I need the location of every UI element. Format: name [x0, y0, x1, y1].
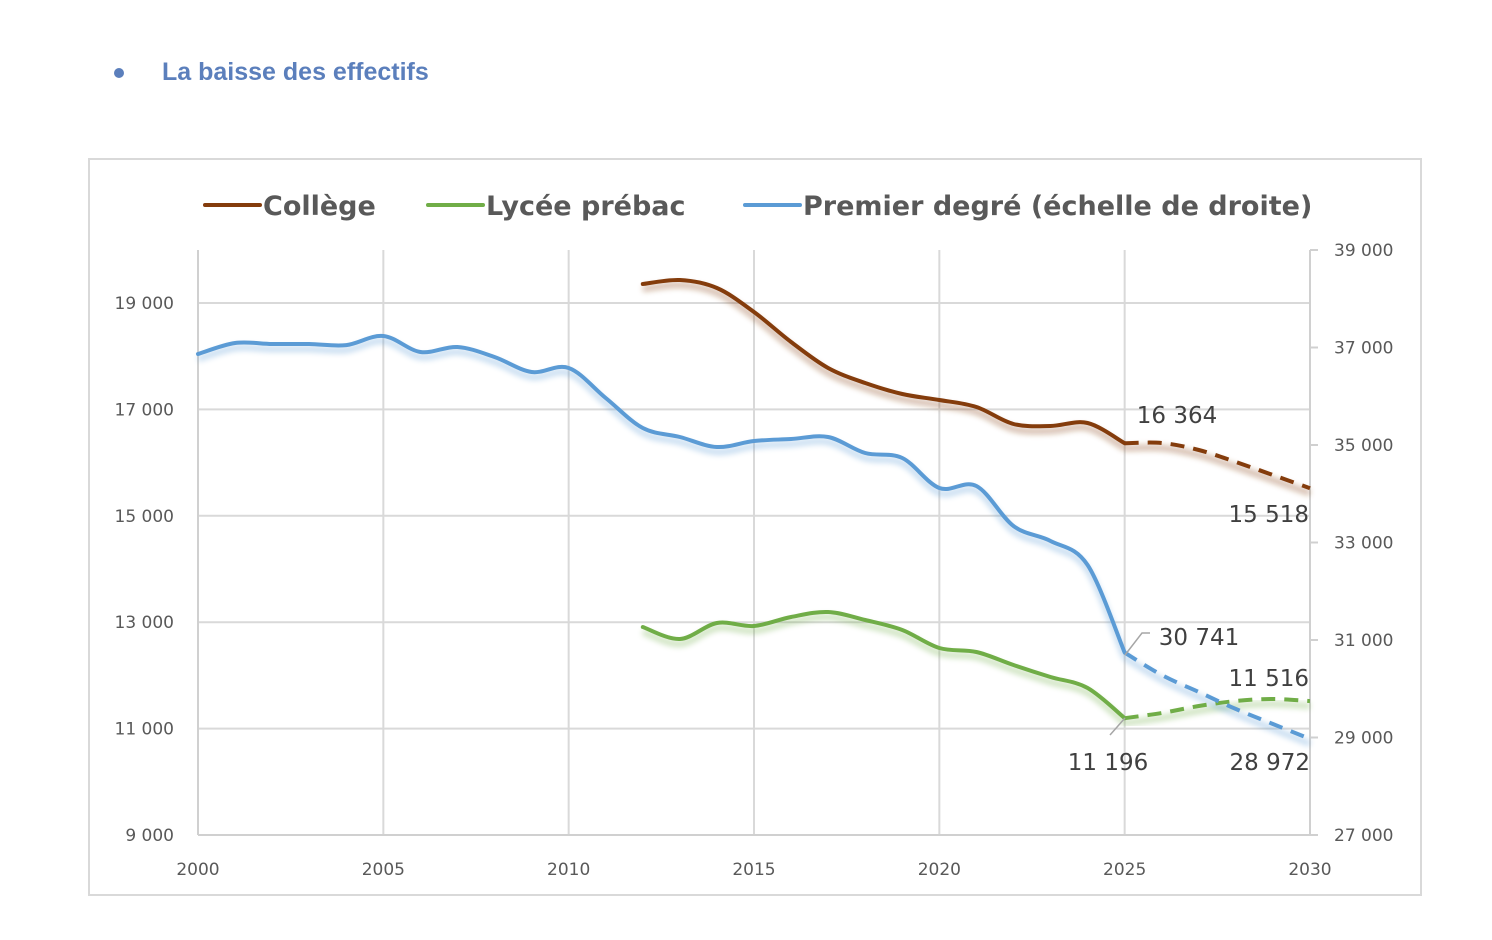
legend: Collège Lycée prébac Premier degré (échell…: [203, 191, 1312, 222]
x-tick-label: 2020: [918, 860, 961, 880]
series-2-line: [196, 333, 1127, 655]
data-label: 30 741: [1159, 625, 1239, 651]
right-y-tick-label: 27 000: [1334, 826, 1393, 846]
series-0-line: [640, 277, 1127, 446]
legend-label-1: Lycée prébac: [486, 191, 686, 222]
x-axis-ticks: 2000 2005 2010 2015 2020 2025 2030: [176, 860, 1331, 880]
leader-line: [1124, 632, 1150, 656]
data-label: 28 972: [1230, 750, 1310, 776]
right-y-tick-label: 29 000: [1334, 729, 1393, 749]
left-y-tick-label: 9 000: [125, 826, 174, 846]
chart-frame: [88, 158, 1422, 896]
x-tick-label: 2000: [176, 860, 219, 880]
right-y-axis-ticks: 27 000 29 000 31 000 33 000 35 000 37 000 39 0…: [1310, 241, 1393, 846]
x-tick-label: 2005: [362, 860, 405, 880]
leader-line: [1109, 717, 1126, 736]
left-y-tick-label: 13 000: [115, 613, 174, 633]
right-y-tick-label: 39 000: [1334, 241, 1393, 261]
x-tick-label: 2010: [547, 860, 590, 880]
legend-label-2: Premier degré (échelle de droite): [803, 191, 1312, 222]
left-y-tick-label: 19 000: [115, 294, 174, 314]
series-1-shadow: [641, 608, 1127, 721]
series-1-line: [640, 609, 1127, 721]
bullet-icon: [114, 67, 124, 78]
series-1-forecast-line: [1124, 696, 1311, 721]
series-2-forecast-line: [1123, 650, 1311, 741]
left-y-tick-label: 11 000: [115, 720, 174, 740]
left-y-tick-label: 17 000: [115, 400, 174, 420]
data-labels: 16 364 15 518 30 741 28 972 11 196 11 516: [1068, 403, 1310, 776]
data-label: 15 518: [1229, 502, 1309, 528]
data-label: 16 364: [1137, 403, 1217, 429]
right-y-tick-label: 33 000: [1334, 534, 1393, 554]
section-heading: La baisse des effectifs: [114, 58, 429, 87]
x-tick-label: 2030: [1288, 860, 1331, 880]
grid-lines: [198, 250, 1310, 835]
left-y-axis-ticks: 9 000 11 000 13 000 15 000 17 000 19 000: [115, 294, 174, 846]
series-lines: [196, 277, 1311, 741]
heading-text: La baisse des effectifs: [162, 58, 429, 86]
x-tick-label: 2025: [1103, 860, 1146, 880]
data-label: 11 196: [1068, 750, 1148, 776]
legend-label-0: Collège: [263, 191, 376, 222]
data-label: 11 516: [1229, 666, 1309, 692]
left-y-tick-label: 15 000: [115, 507, 174, 527]
x-tick-label: 2015: [732, 860, 775, 880]
right-y-tick-label: 37 000: [1334, 339, 1393, 359]
series-0-forecast-line: [1124, 440, 1311, 491]
right-y-tick-label: 31 000: [1334, 631, 1393, 651]
right-y-tick-label: 35 000: [1334, 436, 1393, 456]
series-0-shadow: [642, 276, 1127, 446]
series-0-shadow: [1124, 439, 1312, 492]
